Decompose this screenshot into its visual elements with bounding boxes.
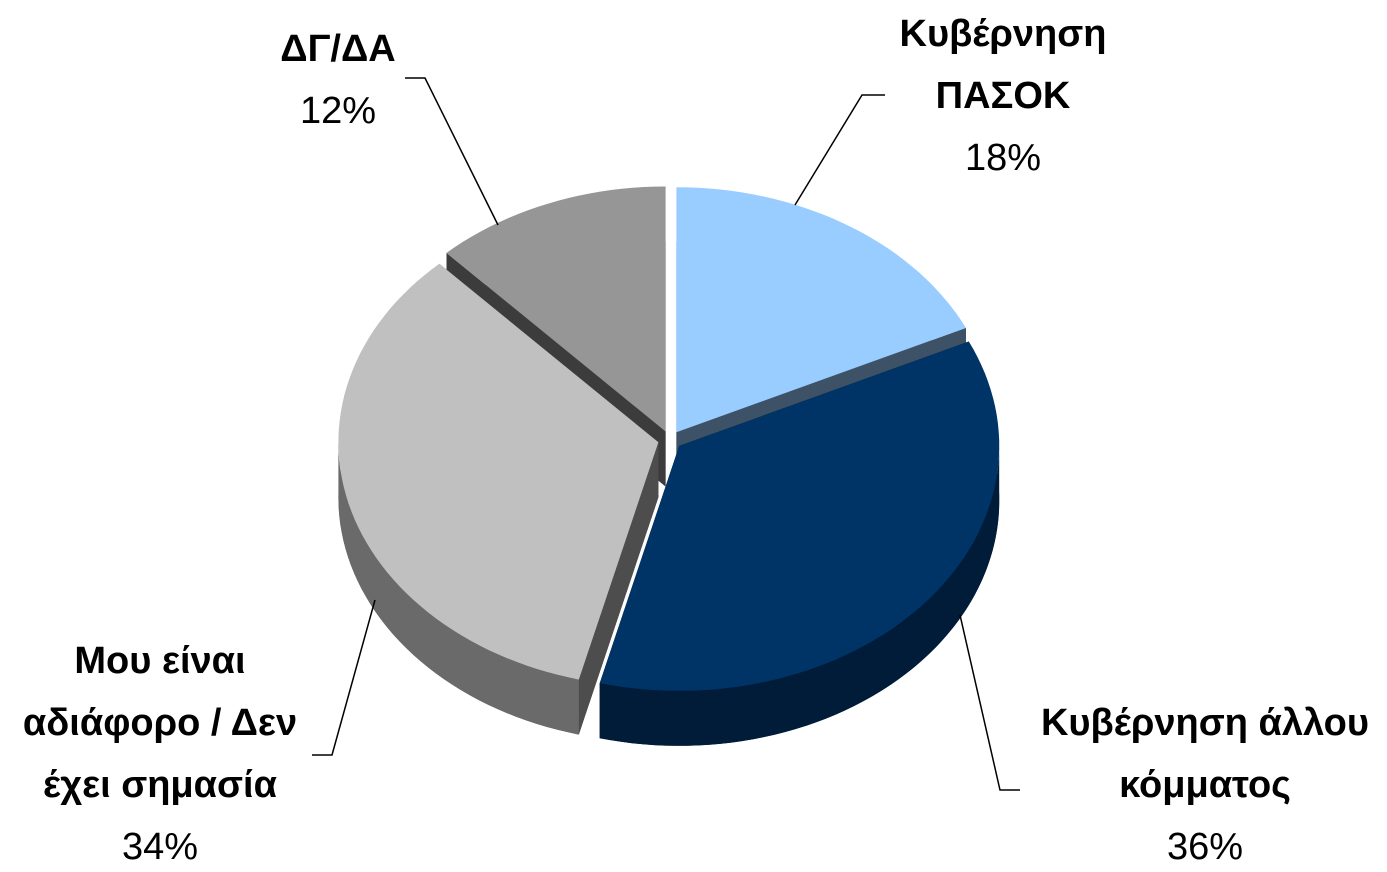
slice-label: Μου είναι αδιάφορο / Δεν έχει σημασία 34… [0,630,320,872]
category-label: Κυβέρνηση ΠΑΣΟΚ [899,13,1107,117]
slice-radial-wall [578,442,659,735]
category-label: Μου είναι αδιάφορο / Δεν έχει σημασία [22,640,298,806]
slice-label: Κυβέρνηση ΠΑΣΟΚ 18% [868,3,1138,189]
slice-label: Κυβέρνηση άλλου κόμματος 36% [1015,692,1387,872]
value-label: 34% [121,826,199,868]
leader-line [959,614,1020,791]
leader-line [312,599,376,756]
slice-side [338,442,579,735]
slice [676,187,966,433]
slice-side [599,445,1000,746]
value-label: 12% [299,90,377,132]
value-label: 36% [1166,826,1244,868]
category-label: ΔΓ/ΔΑ [280,28,396,70]
slice [599,341,1000,691]
slices [338,186,1000,746]
slice-label: ΔΓ/ΔΑ 12% [213,18,463,142]
slice [446,186,666,432]
category-label: Κυβέρνηση άλλου κόμματος [1040,702,1369,806]
leader-lines [312,77,1020,791]
value-label: 18% [964,137,1042,179]
leader-line [405,77,499,226]
slice [338,263,659,680]
leader-line [794,94,885,206]
